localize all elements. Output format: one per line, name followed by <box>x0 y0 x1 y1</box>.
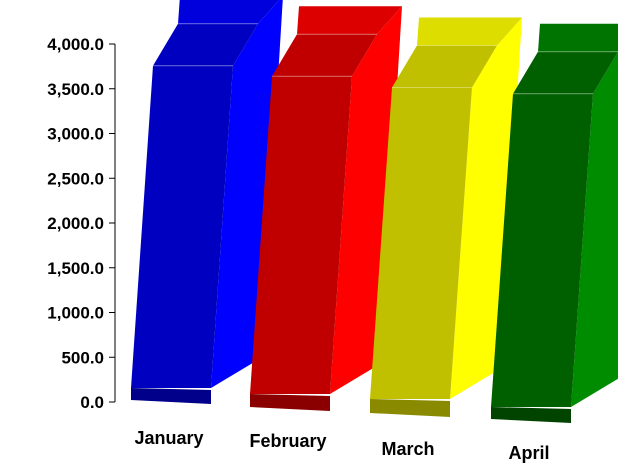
bar-april <box>491 23 618 423</box>
y-tick-label: 1,000.0 <box>47 304 104 323</box>
y-tick-label: 0.0 <box>80 393 104 412</box>
bar-top-face <box>538 23 618 52</box>
bar-bevel-face <box>272 34 377 77</box>
bar-bottom-band <box>131 388 211 404</box>
y-axis-ticks: 0.0 500.0 1,000.0 1,500.0 2,000.0 2,500.0 3,00… <box>47 35 115 412</box>
bar-top-face <box>178 0 280 24</box>
bar-front-face <box>491 93 593 407</box>
y-tick-label: 4,000.0 <box>47 35 104 54</box>
y-tick-label: 3,000.0 <box>47 125 104 144</box>
bars <box>131 0 618 423</box>
y-tick-label: 2,500.0 <box>47 169 104 188</box>
bar-bottom-band <box>491 407 571 423</box>
y-tick-label: 2,000.0 <box>47 214 104 233</box>
x-axis-labels: January February March April <box>134 428 549 463</box>
bar-front-face <box>370 87 472 399</box>
bar-top-face <box>297 6 402 35</box>
bar-side-face <box>571 51 618 407</box>
bar-top-face <box>417 17 522 46</box>
bar-front-face <box>131 65 233 389</box>
bar-bevel-face <box>513 51 618 94</box>
y-tick-label: 3,500.0 <box>47 80 104 99</box>
y-tick-label: 500.0 <box>61 348 104 367</box>
bar-bevel-face <box>392 45 497 88</box>
x-category-label: February <box>249 431 326 451</box>
bar-bevel-face <box>153 23 258 66</box>
bar-front-face <box>250 76 352 395</box>
bar-bottom-band <box>370 399 450 417</box>
x-category-label: April <box>508 443 549 463</box>
bar-bottom-band <box>250 394 330 411</box>
y-tick-label: 1,500.0 <box>47 259 104 278</box>
x-category-label: March <box>381 439 434 459</box>
x-category-label: January <box>134 428 203 448</box>
